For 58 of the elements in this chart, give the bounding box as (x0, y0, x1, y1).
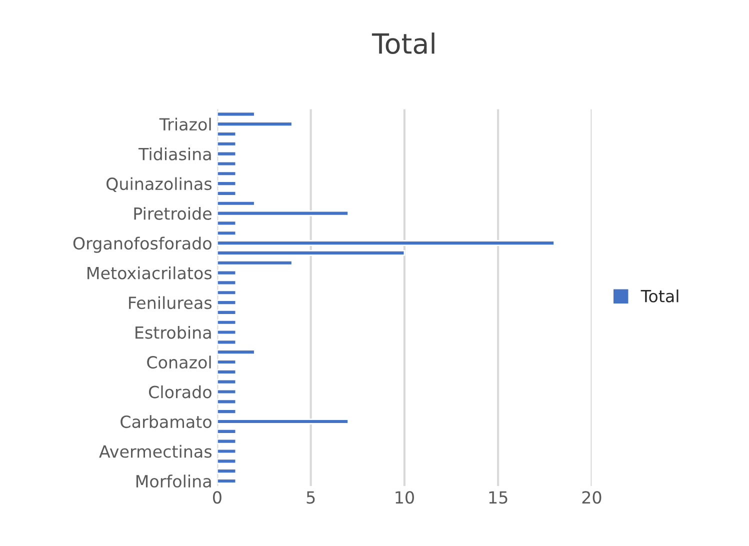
bar (217, 329, 237, 336)
bar (217, 468, 237, 474)
bar (217, 180, 237, 186)
bar (217, 240, 555, 246)
x-tick-label: 0 (213, 491, 222, 504)
bar (217, 150, 237, 157)
bar (217, 260, 293, 266)
y-tick-label: Estrobina (136, 326, 211, 339)
y-tick-label: Fenilureas (129, 296, 212, 310)
bar (217, 448, 237, 454)
y-tick-label: Carbamato (120, 415, 212, 428)
bar (217, 121, 293, 127)
bar (217, 378, 237, 385)
bar (217, 418, 349, 424)
x-tick-label: 20 (582, 491, 602, 504)
bar (217, 140, 237, 147)
y-tick-label: Avermectinas (99, 444, 212, 458)
bar (217, 131, 237, 137)
bar (217, 349, 256, 356)
bar (217, 319, 237, 326)
bar (217, 398, 237, 405)
bar (217, 111, 256, 118)
bar (217, 230, 237, 236)
bar (217, 369, 237, 375)
y-tick-label: Metoxiacrilatos (88, 266, 212, 280)
y-tick-label: Organofosforado (73, 236, 212, 253)
bar (217, 220, 237, 226)
y-tick-label: Tidiasina (138, 147, 211, 160)
bar (217, 478, 237, 484)
bar (217, 310, 237, 316)
bar (217, 408, 237, 415)
y-tick-label: Quinazolinas (106, 177, 212, 192)
bar (217, 388, 237, 395)
y-tick-label: Piretroide (134, 206, 212, 220)
chart-title: Total (372, 32, 434, 54)
y-tick-label: Triazol (159, 118, 211, 131)
bar (217, 210, 349, 216)
y-tick-label: Clorado (148, 385, 212, 398)
bar (217, 270, 237, 276)
bar (217, 458, 237, 464)
y-tick-label: Conazol (147, 356, 211, 369)
bar (217, 280, 237, 286)
bar (217, 160, 237, 167)
bar (217, 170, 237, 177)
bar (217, 438, 237, 444)
x-tick-label: 10 (396, 491, 414, 504)
bar (217, 190, 237, 196)
x-tick-label: 15 (489, 491, 508, 504)
bar (217, 250, 406, 256)
bar (217, 200, 256, 206)
y-tick-label: Morfolina (136, 474, 211, 488)
bar (217, 428, 237, 434)
bar (217, 300, 237, 306)
x-tick-label: 5 (306, 491, 315, 504)
bar (217, 359, 237, 365)
bar (217, 339, 237, 346)
legend-label: Total (640, 290, 678, 302)
bar (217, 290, 237, 296)
